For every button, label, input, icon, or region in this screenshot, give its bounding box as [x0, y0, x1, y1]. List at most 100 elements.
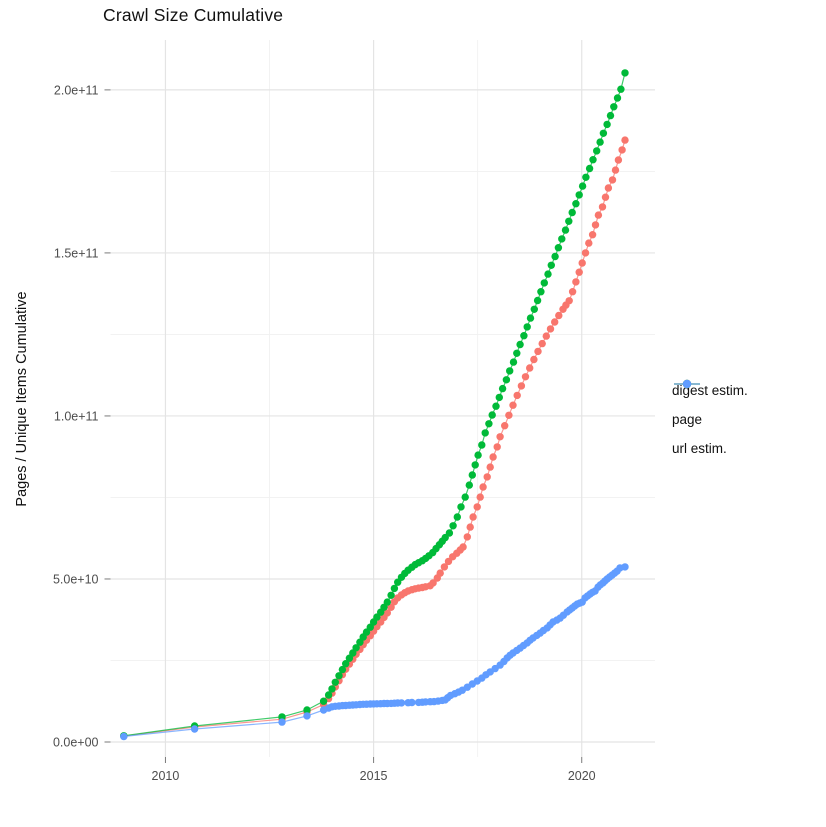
- data-point: [328, 685, 336, 693]
- data-point: [561, 226, 570, 234]
- data-point: [513, 391, 521, 400]
- data-point: [429, 579, 437, 587]
- data-point: [488, 411, 496, 419]
- data-point: [551, 318, 559, 326]
- data-point: [502, 376, 511, 384]
- data-point: [468, 471, 476, 479]
- legend-item-url-estim: url estim.: [672, 379, 748, 463]
- data-point: [476, 493, 484, 501]
- data-point: [397, 699, 406, 707]
- data-point: [533, 296, 542, 305]
- data-point: [473, 503, 481, 511]
- data-point: [594, 211, 603, 219]
- data-point: [572, 200, 580, 208]
- data-point: [440, 563, 449, 571]
- data-point: [496, 433, 504, 441]
- data-point: [501, 422, 509, 430]
- data-point: [614, 156, 623, 164]
- data-point: [513, 349, 521, 357]
- data-point: [509, 358, 518, 366]
- data-point: [120, 732, 128, 741]
- data-point: [445, 529, 454, 537]
- data-point: [383, 609, 391, 617]
- data-point: [390, 584, 399, 593]
- data-point: [534, 347, 542, 356]
- data-point: [530, 305, 538, 313]
- legend-item-label: url estim.: [672, 441, 727, 456]
- data-point: [621, 563, 629, 571]
- data-point: [547, 261, 555, 269]
- data-point: [582, 173, 590, 181]
- data-point: [481, 429, 489, 437]
- data-point: [588, 231, 597, 239]
- data-point: [278, 718, 286, 726]
- data-point: [537, 288, 545, 296]
- data-point: [618, 146, 626, 154]
- data-point: [509, 401, 517, 409]
- data-point: [523, 323, 531, 331]
- data-point: [483, 473, 491, 481]
- data-point: [585, 164, 594, 173]
- series-line-url-estim-: [123, 566, 626, 738]
- y-tick-label: 0.0e+00: [53, 736, 99, 750]
- data-point: [568, 208, 576, 217]
- data-point: [387, 603, 395, 611]
- data-point: [506, 367, 514, 375]
- data-point: [486, 463, 494, 471]
- legend-key-dot: [682, 379, 692, 389]
- data-point: [596, 138, 604, 146]
- data-point: [530, 355, 538, 364]
- data-point: [436, 569, 444, 577]
- data-point: [565, 297, 573, 305]
- x-tick-label: 2020: [568, 769, 596, 783]
- data-point: [453, 513, 461, 521]
- data-point: [331, 678, 339, 686]
- series-points-page: [120, 69, 629, 740]
- data-point: [505, 411, 513, 419]
- data-point: [565, 217, 573, 225]
- data-point: [352, 644, 360, 652]
- y-tick-label: 1.0e+11: [54, 409, 99, 423]
- data-point: [593, 147, 601, 155]
- data-point: [459, 543, 467, 551]
- data-point: [479, 483, 487, 491]
- data-point: [474, 451, 482, 459]
- legend: digest estim. page url estim.: [672, 376, 748, 463]
- x-tick-label: 2010: [152, 769, 180, 783]
- data-point: [335, 672, 343, 680]
- data-point: [617, 85, 625, 93]
- data-point: [342, 660, 350, 668]
- data-point: [492, 402, 500, 410]
- data-point: [538, 339, 546, 348]
- data-point: [551, 252, 559, 261]
- data-point: [613, 94, 622, 102]
- data-point: [554, 244, 563, 252]
- data-point: [387, 591, 395, 599]
- data-point: [544, 270, 552, 278]
- data-point: [478, 441, 486, 449]
- data-point: [517, 382, 526, 390]
- data-point: [546, 325, 555, 333]
- data-point: [303, 706, 311, 714]
- data-point: [190, 725, 199, 733]
- data-point: [568, 288, 577, 296]
- data-point: [555, 311, 563, 320]
- data-point: [575, 191, 583, 199]
- data-point: [471, 461, 479, 469]
- legend-item-label: digest estim.: [672, 383, 748, 398]
- data-point: [540, 279, 548, 287]
- x-tick-label: 2015: [360, 769, 388, 783]
- data-point: [608, 176, 617, 184]
- data-point: [493, 443, 501, 451]
- data-point: [589, 156, 597, 164]
- data-point: [461, 493, 469, 501]
- data-point: [585, 239, 593, 247]
- data-point: [303, 712, 311, 720]
- data-point: [521, 373, 530, 381]
- data-point: [606, 111, 615, 120]
- data-point: [469, 513, 477, 521]
- series-line-digest-estim-: [123, 139, 626, 737]
- data-point: [542, 332, 550, 340]
- y-tick-label: 2.0e+11: [54, 83, 99, 97]
